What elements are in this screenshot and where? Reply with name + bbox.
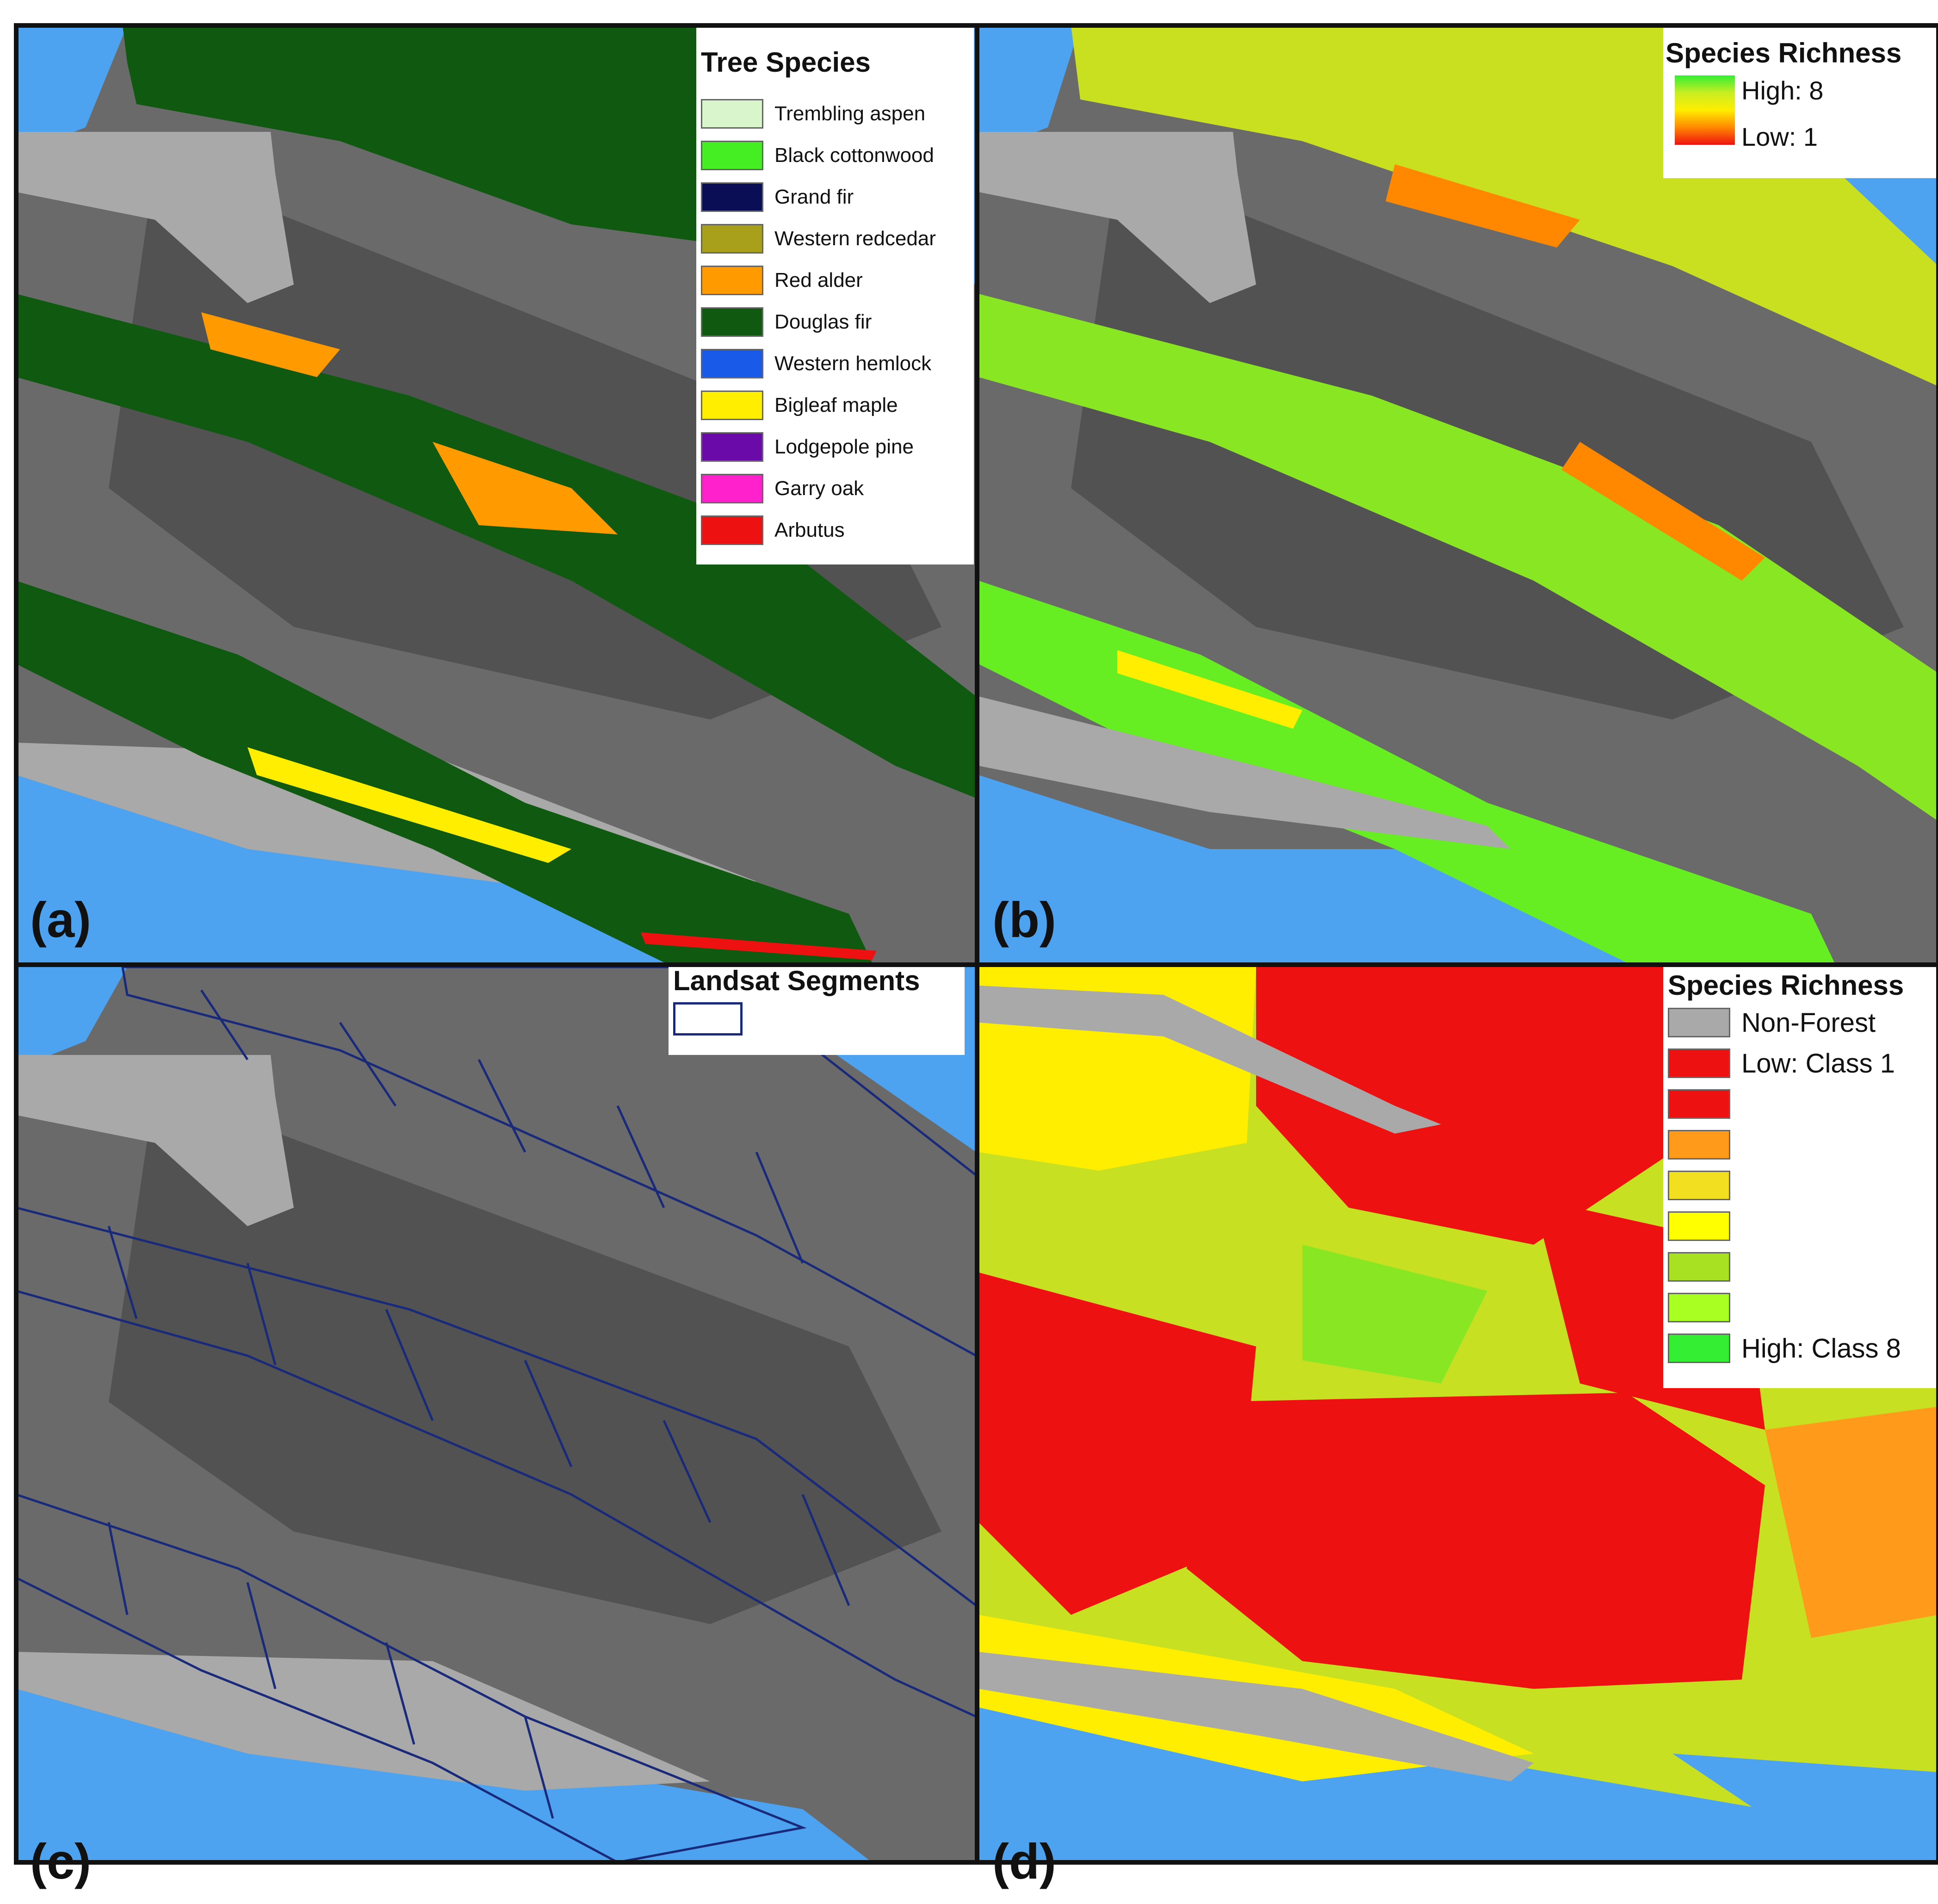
panel-label: (d)	[992, 1833, 1056, 1889]
legend-item	[1668, 1247, 1938, 1287]
legend-item-label: Western hemlock	[774, 352, 932, 375]
legend-item: Garry oak	[701, 468, 974, 509]
legend-tree-species: Tree Species Trembling aspen Black cotton…	[696, 25, 974, 564]
legend-swatch	[701, 141, 763, 170]
panel-label: (a)	[30, 892, 91, 948]
legend-title: Species Richness	[1668, 970, 1904, 1001]
legend-landsat-segments: Landsat Segments	[669, 967, 965, 1055]
legend-item: Arbutus	[701, 509, 974, 551]
legend-item: Red alder	[701, 260, 974, 301]
legend-swatch	[701, 349, 763, 378]
legend-species-richness-gradient: Species Richness High: 8 Low: 1	[1663, 25, 1938, 178]
legend-swatch	[1668, 1171, 1730, 1200]
panel-c-landsat-segments-map: Landsat Segments (c)	[16, 967, 976, 1904]
legend-item: High: Class 8	[1668, 1328, 1938, 1369]
legend-item-label: Black cottonwood	[774, 144, 934, 167]
legend-swatch	[701, 474, 763, 503]
legend-swatch	[701, 307, 763, 337]
legend-swatch	[1668, 1252, 1730, 1282]
legend-item: Non-Forest	[1668, 1002, 1938, 1043]
panel-d-species-richness-class-map: Species Richness Non-Forest Low: Class 1 H…	[978, 967, 1938, 1904]
legend-item-label: Douglas fir	[774, 310, 872, 333]
legend-low-label: Low: 1	[1741, 122, 1818, 151]
legend-item: Douglas fir	[701, 301, 974, 343]
legend-item: Bigleaf maple	[701, 385, 974, 426]
legend-item-label: Western redcedar	[774, 227, 936, 250]
legend-item	[1668, 1287, 1938, 1328]
legend-swatch	[1668, 1089, 1730, 1119]
legend-swatch	[701, 515, 763, 545]
legend-high-label: High: 8	[1741, 76, 1824, 105]
legend-swatch	[701, 99, 763, 129]
map-c	[16, 967, 976, 1862]
legend-swatch	[701, 432, 763, 462]
legend-item-label: High: Class 8	[1741, 1333, 1901, 1364]
legend-item: Western redcedar	[701, 218, 974, 260]
legend-swatch	[1668, 1293, 1730, 1322]
legend-species-richness-classes: Species Richness Non-Forest Low: Class 1 H…	[1663, 967, 1938, 1388]
legend-item: Trembling aspen	[701, 93, 974, 135]
legend-title: Species Richness	[1666, 37, 1902, 68]
panel-label: (b)	[992, 892, 1056, 948]
legend-swatch	[701, 391, 763, 420]
segment-outline-swatch	[673, 1002, 743, 1036]
legend-item	[1668, 1165, 1938, 1206]
legend-item-label: Lodgepole pine	[774, 435, 914, 458]
legend-swatch	[701, 224, 763, 254]
legend-item-label: Garry oak	[774, 477, 864, 500]
panel-label: (c)	[30, 1833, 91, 1889]
legend-swatch	[1668, 1048, 1730, 1078]
legend-item-label: Trembling aspen	[774, 102, 926, 125]
legend-swatch	[1668, 1008, 1730, 1037]
legend-item: Grand fir	[701, 176, 974, 218]
legend-item-label: Non-Forest	[1741, 1007, 1876, 1038]
legend-title: Tree Species	[701, 47, 871, 78]
legend-swatch	[1668, 1130, 1730, 1160]
legend-items: Trembling aspen Black cottonwood Grand fir…	[701, 93, 974, 551]
legend-item	[1668, 1124, 1938, 1165]
legend-item-label: Low: Class 1	[1741, 1048, 1895, 1079]
panel-a-tree-species-map: Tree Species Trembling aspen Black cotton…	[16, 25, 976, 962]
legend-item-label: Bigleaf maple	[774, 394, 898, 416]
legend-item: Low: Class 1	[1668, 1043, 1938, 1084]
richness-color-ramp	[1675, 75, 1735, 145]
legend-item-label: Arbutus	[774, 519, 845, 541]
legend-items: Non-Forest Low: Class 1 High: Class 8	[1668, 1002, 1938, 1369]
legend-item-label: Grand fir	[774, 186, 854, 208]
legend-title: Landsat Segments	[673, 967, 920, 996]
legend-swatch	[1668, 1333, 1730, 1363]
legend-item	[1668, 1084, 1938, 1124]
legend-item: Western hemlock	[701, 343, 974, 385]
legend-item: Lodgepole pine	[701, 426, 974, 468]
legend-swatch	[701, 266, 763, 295]
legend-swatch	[701, 182, 763, 212]
legend-item: Black cottonwood	[701, 135, 974, 176]
panel-b-species-richness-map: Species Richness High: 8 Low: 1 (b)	[978, 25, 1938, 962]
legend-swatch	[1668, 1211, 1730, 1241]
legend-item-label: Red alder	[774, 269, 863, 291]
legend-item	[1668, 1206, 1938, 1247]
